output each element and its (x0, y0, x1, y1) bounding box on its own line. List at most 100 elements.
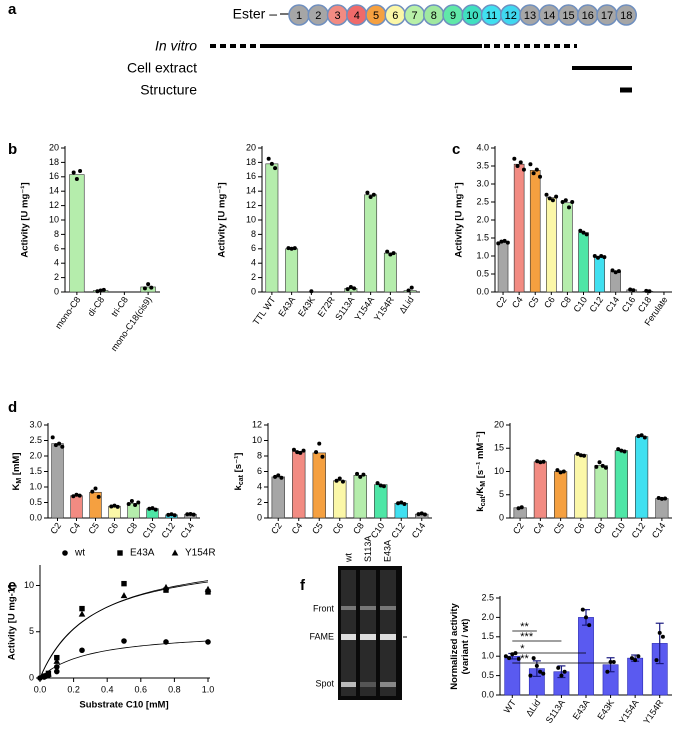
data-point (101, 287, 106, 292)
y-tick-label: 0.0 (29, 512, 42, 522)
data-point (547, 196, 552, 201)
data-point (352, 286, 357, 291)
data-point (54, 668, 60, 675)
data-point (78, 610, 86, 617)
y-tick-label: 3.5 (476, 160, 489, 170)
y-tick-label: 10 (24, 580, 34, 590)
data-point (515, 164, 520, 168)
x-axis-label: Substrate C10 [mM] (79, 700, 168, 711)
data-point (570, 200, 575, 204)
data-point (388, 252, 393, 257)
significance-label: ** (520, 653, 529, 665)
y-tick-label: 2.5 (29, 435, 42, 445)
ester-label: 12 (505, 10, 517, 22)
data-point (163, 587, 169, 593)
data-point (45, 670, 52, 677)
data-point (528, 673, 533, 678)
y-tick-label: 15 (494, 443, 504, 453)
y-tick-label: 0.0 (476, 286, 489, 296)
data-point (273, 166, 278, 171)
data-point (53, 657, 61, 664)
data-point (273, 474, 278, 479)
ester-label: 10 (466, 10, 478, 22)
data-point (153, 507, 158, 512)
data-point (644, 288, 649, 293)
data-point (657, 630, 662, 635)
data-point (345, 287, 350, 292)
data-point (54, 664, 60, 670)
data-point (96, 494, 101, 499)
y-axis-label-part: k (233, 484, 244, 490)
data-point (631, 288, 636, 293)
data-point (185, 512, 190, 517)
y-axis-label-part: K (11, 484, 22, 491)
row-label: Structure (140, 82, 197, 98)
data-point (54, 654, 60, 661)
y-tick-label: 16 (246, 171, 256, 181)
data-point (519, 505, 524, 510)
data-point (639, 433, 644, 438)
data-point (163, 639, 169, 645)
y-axis-label-part: /K (475, 487, 486, 497)
data-point (133, 502, 138, 507)
data-point (603, 465, 608, 470)
data-point (561, 469, 566, 474)
significance-label: * (520, 643, 525, 655)
data-point (365, 190, 370, 195)
data-point (578, 453, 583, 458)
data-point (348, 284, 353, 289)
y-tick-label: 1.5 (29, 466, 42, 476)
ester-label: 8 (431, 10, 437, 22)
y-tick-label: 0.5 (481, 670, 494, 680)
data-point (521, 167, 526, 172)
data-point (616, 447, 621, 452)
y-tick-label: 2.0 (29, 450, 42, 460)
x-tick-label: 0.8 (168, 684, 181, 694)
data-point (371, 192, 376, 197)
band-label: Front (313, 603, 335, 613)
y-tick-label: 2 (54, 272, 59, 282)
significance-label: ** (520, 621, 529, 633)
bar (594, 465, 608, 519)
data-point (295, 450, 300, 455)
y-tick-label: 0.5 (476, 268, 489, 278)
data-point (402, 502, 407, 507)
data-point (582, 453, 587, 458)
data-point (79, 605, 85, 612)
data-point (301, 448, 306, 453)
lane-label: wt (343, 553, 353, 563)
y-tick-label: 5 (499, 489, 504, 499)
data-point (286, 246, 291, 251)
y-axis-label-part: cat (480, 496, 487, 507)
data-point (535, 459, 540, 464)
data-point (613, 270, 618, 275)
y-tick-label: 3.0 (29, 419, 42, 429)
legend-marker (171, 549, 179, 556)
data-point (502, 238, 507, 243)
y-axis-label-part: [s⁻¹ mM⁻¹] (475, 431, 486, 481)
data-point (98, 288, 103, 293)
y-tick-label: 1.0 (481, 651, 494, 661)
data-point (592, 254, 597, 258)
data-point (172, 513, 177, 518)
data-point (74, 176, 79, 181)
data-point (77, 493, 82, 498)
y-tick-label: 1.0 (29, 481, 42, 491)
ester-label: 1 (296, 10, 302, 22)
bar (271, 476, 285, 519)
data-point (142, 286, 147, 291)
data-point (53, 443, 58, 448)
data-point (659, 496, 664, 501)
row-label: Cell extract (127, 60, 197, 76)
ester-label: 11 (486, 10, 497, 22)
y-tick-label: 20 (49, 142, 59, 152)
data-point (422, 512, 427, 517)
panel-label: e (8, 577, 16, 594)
data-point (358, 474, 363, 479)
data-point (129, 498, 134, 503)
data-point (298, 450, 303, 455)
data-point (647, 289, 652, 294)
data-point (636, 654, 641, 659)
data-point (74, 492, 79, 497)
data-point (560, 200, 565, 204)
